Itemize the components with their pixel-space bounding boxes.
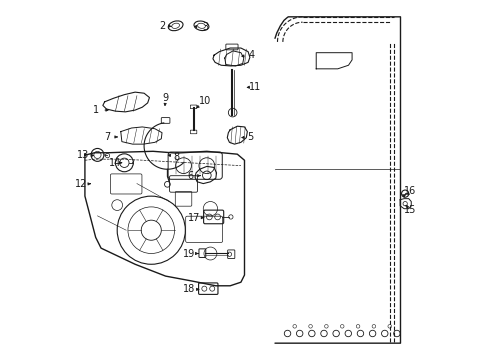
Text: 5: 5: [246, 132, 252, 142]
Text: 3: 3: [202, 22, 208, 32]
Text: 15: 15: [403, 206, 415, 216]
Text: 12: 12: [75, 179, 87, 189]
Text: 19: 19: [183, 248, 195, 258]
Text: 9: 9: [162, 93, 168, 103]
Text: 18: 18: [183, 284, 195, 294]
Text: 17: 17: [188, 213, 200, 222]
Text: 2: 2: [159, 21, 165, 31]
Text: 10: 10: [199, 96, 211, 106]
Text: 8: 8: [173, 152, 179, 162]
Text: 11: 11: [248, 82, 261, 92]
Text: 6: 6: [187, 171, 193, 181]
Text: 1: 1: [92, 105, 99, 115]
Text: 13: 13: [77, 150, 89, 160]
Text: 16: 16: [403, 186, 415, 196]
Text: 4: 4: [248, 50, 254, 60]
Text: 14: 14: [108, 158, 121, 168]
Text: 7: 7: [104, 132, 110, 142]
